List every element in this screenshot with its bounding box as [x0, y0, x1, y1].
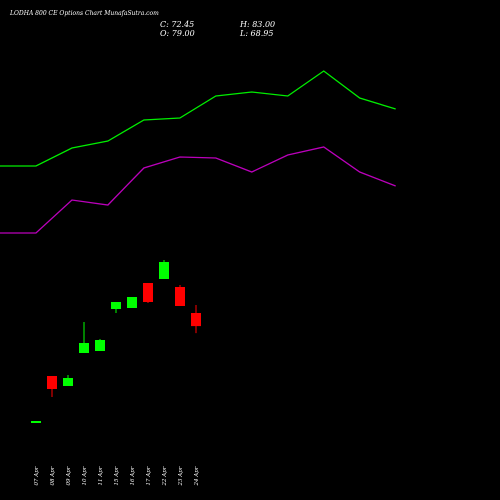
candle-body: [175, 287, 185, 306]
x-tick-label: 23 Apr: [178, 466, 184, 486]
ohlc-label: O: 79.00: [160, 29, 195, 38]
x-tick-label: 10 Apr: [82, 466, 88, 485]
candle-body: [111, 302, 121, 309]
candle-body: [79, 343, 89, 353]
x-tick-label: 11 Apr: [98, 466, 104, 485]
ohlc-label: C: 72.45: [160, 20, 194, 29]
x-tick-label: 16 Apr: [130, 466, 136, 485]
candle-body: [127, 297, 137, 308]
x-tick-label: 22 Apr: [162, 466, 168, 486]
x-tick-label: 24 Apr: [194, 466, 200, 486]
x-tick-label: 15 Apr: [114, 466, 120, 485]
ohlc-label: L: 68.95: [239, 29, 273, 38]
x-tick-label: 07 Apr: [34, 466, 40, 485]
candle-body: [159, 262, 169, 279]
ohlc-label: H: 83.00: [239, 20, 275, 29]
candle-body: [47, 376, 57, 389]
candle-body: [63, 378, 73, 386]
candle-body: [143, 283, 153, 302]
candle-body: [31, 421, 41, 423]
candle-body: [191, 313, 201, 327]
x-tick-label: 17 Apr: [146, 466, 152, 485]
chart-title: LODHA 800 CE Options Chart MunafaSutra.c…: [9, 10, 159, 17]
candle-body: [95, 340, 105, 351]
x-tick-label: 08 Apr: [50, 466, 56, 485]
line-series: [0, 70, 396, 167]
x-tick-label: 09 Apr: [66, 466, 72, 485]
line-series: [0, 146, 396, 234]
